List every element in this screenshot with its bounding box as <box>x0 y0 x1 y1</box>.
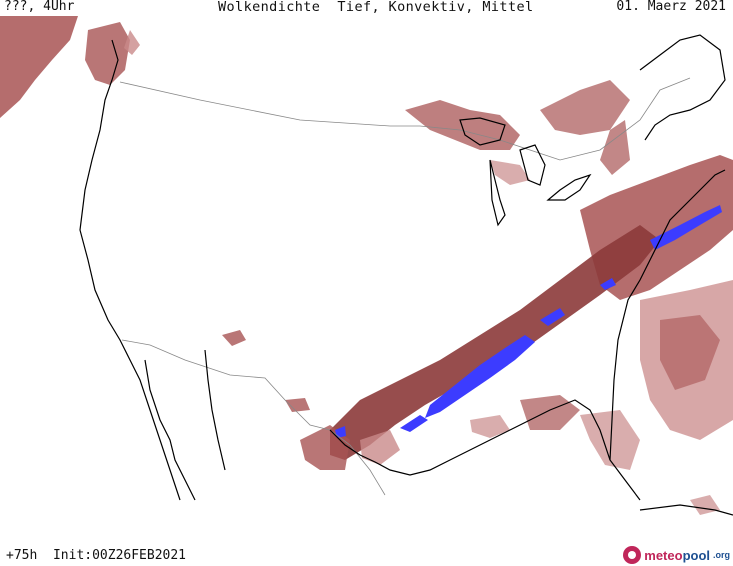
logo-name-part2: pool <box>682 547 710 563</box>
coastlines <box>79 34 733 516</box>
forecast-run-info: +75h Init:00Z26FEB2021 <box>6 548 187 563</box>
logo-name-part1: meteo <box>644 547 683 563</box>
cloud-density-map <box>0 16 733 526</box>
cloud-cover-layer <box>0 16 733 515</box>
forecast-time-label: ???, 4Uhr <box>4 0 75 14</box>
logo-tld: .org <box>713 550 730 560</box>
map-title: Wolkendichte Tief, Konvektiv, Mittel <box>218 0 534 15</box>
meteopool-logo: meteopool .org <box>623 545 730 565</box>
logo-mark-icon <box>623 546 642 564</box>
convective-layer <box>335 205 722 438</box>
forecast-date-label: 01. Maerz 2021 <box>616 0 726 14</box>
logo-wordmark: meteopool <box>644 548 710 563</box>
